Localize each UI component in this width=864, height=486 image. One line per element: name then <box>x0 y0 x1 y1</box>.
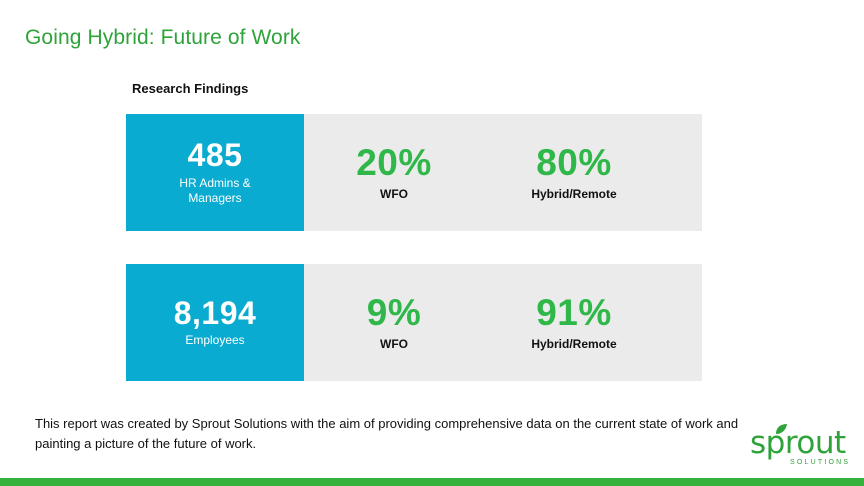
percentage-panel: 20% WFO 80% Hybrid/Remote <box>304 114 702 231</box>
percentage-panel: 9% WFO 91% Hybrid/Remote <box>304 264 702 381</box>
bottom-accent-bar <box>0 478 864 486</box>
logo-wordmark: sprout <box>750 425 846 461</box>
stat-value: 80% <box>536 142 612 183</box>
stat-label: WFO <box>380 187 408 201</box>
stat-hybrid-remote: 80% Hybrid/Remote <box>499 114 649 231</box>
footnote-text: This report was created by Sprout Soluti… <box>35 416 739 451</box>
stat-label: WFO <box>380 337 408 351</box>
stat-value: 91% <box>536 292 612 333</box>
sprout-logo: sprout SOLUTIONS <box>750 424 858 470</box>
leaf-icon <box>776 424 787 434</box>
respondent-count: 485 <box>187 137 243 174</box>
stat-label: Hybrid/Remote <box>531 337 617 351</box>
stat-wfo: 9% WFO <box>319 264 469 381</box>
respondent-count-block: 8,194 Employees <box>126 264 304 381</box>
slide-title: Going Hybrid: Future of Work <box>25 26 301 49</box>
respondent-label: HR Admins & Managers <box>179 175 251 205</box>
respondent-count-block: 485 HR Admins & Managers <box>126 114 304 231</box>
stat-value: 20% <box>356 142 432 183</box>
respondent-count: 8,194 <box>173 294 257 331</box>
section-heading: Research Findings <box>132 81 249 96</box>
stat-row-employees: 8,194 Employees 9% WFO 91% Hybrid/Remote <box>126 264 702 381</box>
respondent-label: Employees <box>185 333 245 348</box>
stat-wfo: 20% WFO <box>319 114 469 231</box>
logo-subtitle: SOLUTIONS <box>790 459 851 466</box>
stat-row-hr: 485 HR Admins & Managers 20% WFO 80% Hyb… <box>126 114 702 231</box>
stat-hybrid-remote: 91% Hybrid/Remote <box>499 264 649 381</box>
stat-label: Hybrid/Remote <box>531 187 617 201</box>
stat-value: 9% <box>366 292 422 333</box>
